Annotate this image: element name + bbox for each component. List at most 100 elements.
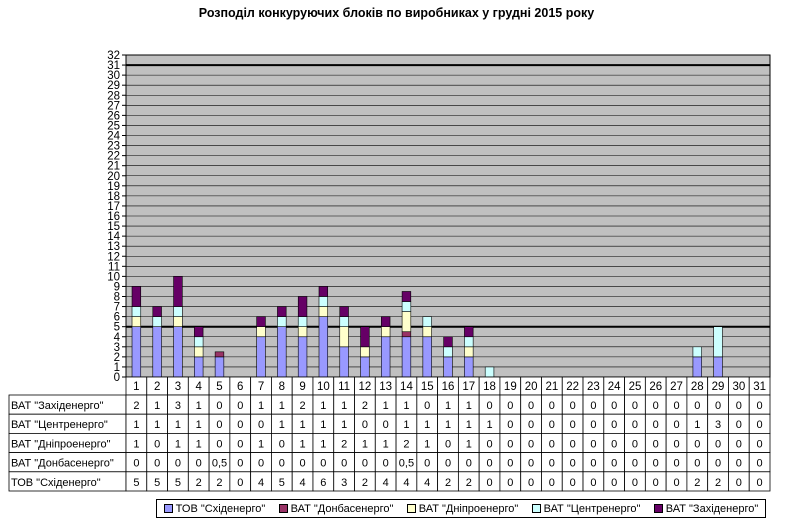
data-label: 0 — [757, 458, 763, 470]
y-tick-label: 20 — [107, 171, 120, 183]
data-label: 1 — [320, 400, 326, 412]
y-tick-label: 13 — [107, 241, 120, 253]
legend-swatch — [278, 504, 288, 513]
data-label: 0 — [445, 458, 451, 470]
y-tick-label: 28 — [107, 90, 120, 102]
data-label: 0 — [549, 400, 555, 412]
data-label: 0 — [694, 458, 700, 470]
data-label: 1 — [383, 400, 389, 412]
y-tick-label: 12 — [107, 251, 120, 263]
y-tick-label: 21 — [107, 161, 120, 173]
bar-segment — [339, 306, 349, 317]
data-label: 4 — [403, 477, 409, 489]
y-tick-label: 22 — [107, 151, 120, 163]
data-label: 0 — [570, 419, 576, 431]
y-tick-label: 5 — [114, 322, 120, 334]
data-label: 0 — [570, 458, 576, 470]
data-label: 0 — [632, 400, 638, 412]
data-label: 0 — [237, 438, 243, 450]
bar-segment — [152, 316, 162, 327]
y-tick-label: 29 — [107, 80, 120, 92]
table-row-label: ВАТ "Дніпроенерго" — [11, 438, 111, 450]
data-label: 0 — [757, 477, 763, 489]
data-label: 0 — [757, 400, 763, 412]
bar-segment — [464, 356, 474, 378]
data-label: 4 — [300, 477, 306, 489]
data-label: 0 — [154, 438, 160, 450]
table-row-label: ТОВ "Східенерго" — [11, 477, 101, 489]
data-label: 1 — [154, 400, 160, 412]
data-label: 2 — [362, 477, 368, 489]
bar-segment — [422, 316, 432, 327]
category-label: 27 — [670, 381, 683, 393]
category-label: 10 — [317, 381, 330, 393]
bar-segment — [297, 296, 308, 317]
data-label: 0 — [736, 438, 742, 450]
data-label: 1 — [279, 400, 285, 412]
y-tick-label: 14 — [107, 231, 120, 243]
data-label: 4 — [258, 477, 264, 489]
data-label: 0 — [590, 477, 596, 489]
bar-segment — [464, 336, 474, 348]
y-tick-label: 31 — [107, 60, 120, 72]
data-label: 5 — [154, 477, 160, 489]
y-tick-label: 3 — [114, 342, 120, 354]
legend-item: ВАТ "Дніпроенерго" — [406, 503, 518, 515]
bar-segment — [401, 311, 412, 333]
data-label: 0 — [237, 419, 243, 431]
y-tick-label: 8 — [114, 292, 120, 304]
data-label: 0 — [653, 458, 659, 470]
category-label: 7 — [258, 381, 264, 393]
category-label: 4 — [196, 381, 203, 393]
data-label: 1 — [341, 419, 347, 431]
data-label: 0 — [528, 477, 534, 489]
data-label: 0 — [507, 458, 513, 470]
bar-segment — [360, 326, 370, 348]
data-label: 0,5 — [212, 458, 227, 470]
bar-segment — [692, 346, 702, 358]
data-label: 0 — [715, 458, 721, 470]
bar-segment — [194, 326, 204, 338]
bar-segment — [173, 306, 183, 317]
bar-segment — [422, 336, 432, 378]
y-tick-label: 16 — [107, 211, 120, 223]
legend-label: ВАТ "Донбасенерго" — [290, 502, 394, 515]
category-label: 3 — [175, 381, 181, 393]
category-label: 13 — [379, 381, 392, 393]
legend-item: ВАТ "Донбасенерго" — [278, 502, 394, 515]
data-label: 4 — [383, 477, 389, 489]
data-label: 0 — [507, 477, 513, 489]
data-label: 0 — [653, 477, 659, 489]
data-label: 0 — [590, 438, 596, 450]
bar-segment — [318, 296, 329, 307]
data-label: 0 — [736, 477, 742, 489]
y-tick-label: 10 — [107, 271, 120, 283]
y-tick-label: 18 — [107, 191, 120, 203]
data-label: 0 — [424, 458, 430, 470]
category-label: 2 — [154, 381, 160, 393]
y-tick-label: 26 — [107, 110, 120, 122]
data-label: 0 — [673, 419, 679, 431]
y-tick-label: 11 — [108, 261, 120, 273]
bar-segment — [256, 316, 266, 327]
data-label: 1 — [175, 419, 181, 431]
bar-segment — [297, 316, 308, 327]
category-label: 17 — [462, 381, 475, 393]
bar-segment — [401, 301, 412, 312]
bar-segment — [422, 326, 432, 338]
table-row-label: ВАТ "Центренерго" — [11, 419, 108, 431]
data-label: 0 — [549, 477, 555, 489]
bar-segment — [381, 326, 391, 338]
bar-segment — [401, 331, 412, 338]
data-label: 1 — [300, 438, 306, 450]
bar-segment — [401, 336, 412, 378]
bar-segment — [318, 286, 329, 297]
data-label: 0 — [383, 419, 389, 431]
data-label: 2 — [445, 477, 451, 489]
bar-segment — [131, 286, 142, 307]
bar-segment — [443, 336, 453, 348]
data-label: 0 — [632, 458, 638, 470]
category-label: 14 — [400, 381, 413, 393]
bar-segment — [318, 316, 329, 378]
